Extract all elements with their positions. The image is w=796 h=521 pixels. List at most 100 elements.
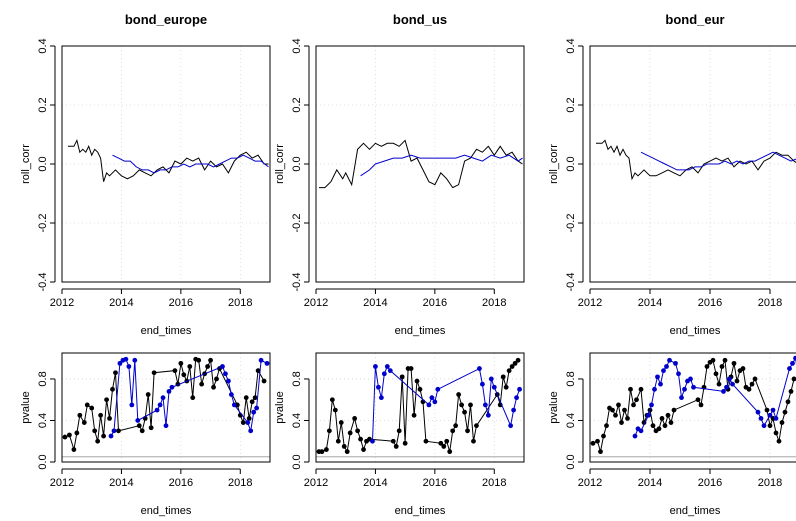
y-tick-label: 0.4 xyxy=(291,38,303,53)
data-point xyxy=(355,428,360,434)
data-point xyxy=(116,428,121,434)
x-axis-label: end_times xyxy=(141,325,192,337)
data-point xyxy=(81,420,87,425)
data-point xyxy=(414,378,420,384)
data-point xyxy=(595,438,600,444)
series-line-0 xyxy=(319,139,523,189)
x-tick-label: 2016 xyxy=(169,297,193,309)
data-point xyxy=(89,405,95,411)
data-point xyxy=(181,372,187,378)
x-tick-label: 2012 xyxy=(578,477,602,489)
chart-panel-3: 2012 2014 2016 2018 0.0 0.4 0.8 end_times pvalue xyxy=(20,352,271,517)
data-point xyxy=(77,412,83,418)
data-point xyxy=(264,360,270,366)
y-axis-label: pvalue xyxy=(548,391,560,423)
x-tick-label: 2018 xyxy=(228,477,252,489)
data-point xyxy=(770,407,776,413)
data-point xyxy=(508,423,514,429)
data-point xyxy=(661,368,666,374)
data-point xyxy=(444,438,450,444)
x-axis-label: end_times xyxy=(670,505,721,517)
data-point xyxy=(352,416,358,421)
x-tick-label: 2018 xyxy=(758,297,782,309)
data-point xyxy=(74,430,80,436)
data-point xyxy=(456,392,462,397)
data-point xyxy=(746,386,752,392)
x-tick-label: 2012 xyxy=(304,477,328,489)
data-point xyxy=(145,392,151,397)
x-tick-label: 2014 xyxy=(638,297,662,309)
data-point xyxy=(71,447,77,452)
data-point xyxy=(228,392,234,397)
data-point xyxy=(132,357,138,363)
y-tick-label: -0.4 xyxy=(37,273,49,292)
x-tick-label: 2012 xyxy=(304,297,328,309)
data-point xyxy=(724,384,729,390)
data-point xyxy=(95,438,101,444)
series-line-1 xyxy=(372,365,520,442)
data-point xyxy=(625,416,630,421)
data-point xyxy=(223,371,228,377)
data-point xyxy=(447,449,453,455)
plot-frame xyxy=(589,45,796,283)
data-point xyxy=(491,384,497,390)
y-tick-label: 0.2 xyxy=(37,97,49,112)
data-point xyxy=(92,428,98,434)
y-tick-label: 0.0 xyxy=(291,156,303,171)
data-point xyxy=(246,416,252,421)
data-point xyxy=(255,368,261,374)
chart-panel-5: 2012 2014 2016 2018 0.0 0.4 0.8 end_times pvalue xyxy=(548,352,796,517)
data-point xyxy=(135,418,141,423)
data-point xyxy=(682,386,687,392)
data-point xyxy=(619,420,624,425)
data-point xyxy=(767,412,773,418)
data-point xyxy=(390,438,396,444)
y-axis-label: roll_corr xyxy=(548,144,560,184)
y-tick-label: 0.2 xyxy=(565,97,577,112)
data-point xyxy=(477,366,482,371)
data-point xyxy=(429,395,435,401)
y-tick-label: -0.4 xyxy=(565,273,577,292)
data-point xyxy=(662,423,668,429)
data-point xyxy=(84,402,90,408)
data-point xyxy=(373,364,378,369)
data-point xyxy=(172,368,178,374)
data-point xyxy=(329,397,335,403)
y-tick-label: 0.8 xyxy=(291,371,303,386)
data-point xyxy=(665,412,671,418)
data-point xyxy=(148,425,154,431)
y-axis-label: roll_corr xyxy=(20,144,32,184)
data-point xyxy=(474,423,479,429)
data-point xyxy=(117,360,123,366)
data-point xyxy=(129,402,135,408)
x-axis-label: end_times xyxy=(395,325,446,337)
data-point xyxy=(107,416,112,421)
data-point xyxy=(676,371,681,377)
data-point xyxy=(226,378,231,384)
data-point xyxy=(649,402,654,408)
data-point xyxy=(187,364,193,369)
data-point xyxy=(332,407,338,413)
data-point xyxy=(199,381,205,387)
data-point xyxy=(758,416,764,421)
series-line-0 xyxy=(592,358,795,452)
data-point xyxy=(610,407,615,413)
x-tick-label: 2018 xyxy=(482,477,506,489)
data-point xyxy=(243,395,249,401)
x-tick-label: 2016 xyxy=(698,477,722,489)
data-point xyxy=(468,402,473,408)
data-point xyxy=(324,447,329,452)
y-tick-label: -0.2 xyxy=(291,214,303,233)
data-point xyxy=(652,386,657,392)
data-point xyxy=(435,386,441,392)
data-point xyxy=(638,386,644,392)
series-line-0 xyxy=(319,359,519,454)
data-point xyxy=(408,366,414,371)
y-tick-label: 0.0 xyxy=(37,156,49,171)
data-point xyxy=(695,397,701,403)
data-point xyxy=(655,374,660,380)
data-point xyxy=(231,402,237,408)
y-tick-label: 0.8 xyxy=(565,371,577,386)
y-tick-label: 0.2 xyxy=(291,97,303,112)
